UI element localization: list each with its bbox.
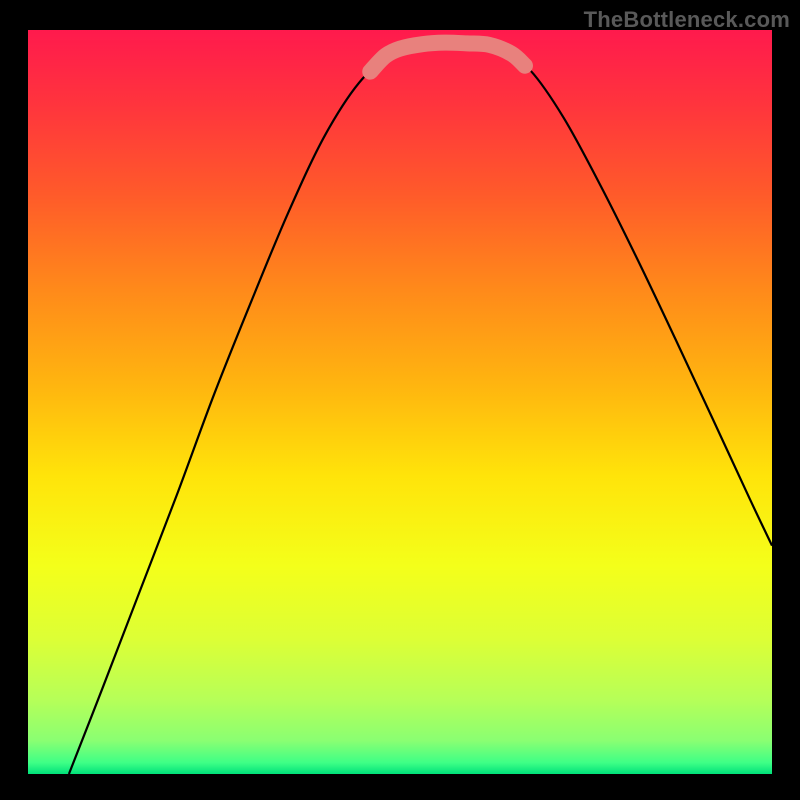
plot-area	[28, 30, 772, 774]
watermark-text: TheBottleneck.com	[584, 7, 790, 33]
overlay-highlight	[28, 30, 772, 774]
chart-frame: TheBottleneck.com	[0, 0, 800, 800]
overlay-path	[370, 43, 525, 72]
